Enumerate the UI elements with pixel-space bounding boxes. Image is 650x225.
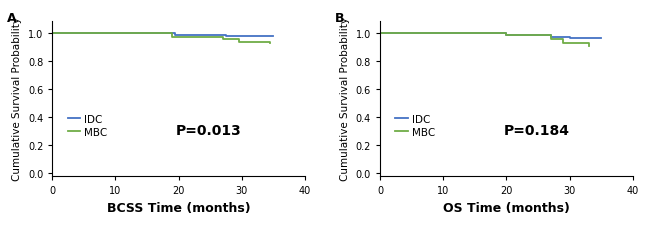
Text: P=0.184: P=0.184: [504, 123, 570, 137]
X-axis label: BCSS Time (months): BCSS Time (months): [107, 201, 250, 214]
Legend: IDC, MBC: IDC, MBC: [68, 114, 107, 137]
Y-axis label: Cumulative Survival Probability: Cumulative Survival Probability: [12, 17, 22, 181]
Legend: IDC, MBC: IDC, MBC: [395, 114, 436, 137]
Text: P=0.013: P=0.013: [176, 123, 242, 137]
X-axis label: OS Time (months): OS Time (months): [443, 201, 570, 214]
Y-axis label: Cumulative Survival Probability: Cumulative Survival Probability: [340, 17, 350, 181]
Text: A: A: [7, 12, 16, 25]
Text: B: B: [335, 12, 344, 25]
